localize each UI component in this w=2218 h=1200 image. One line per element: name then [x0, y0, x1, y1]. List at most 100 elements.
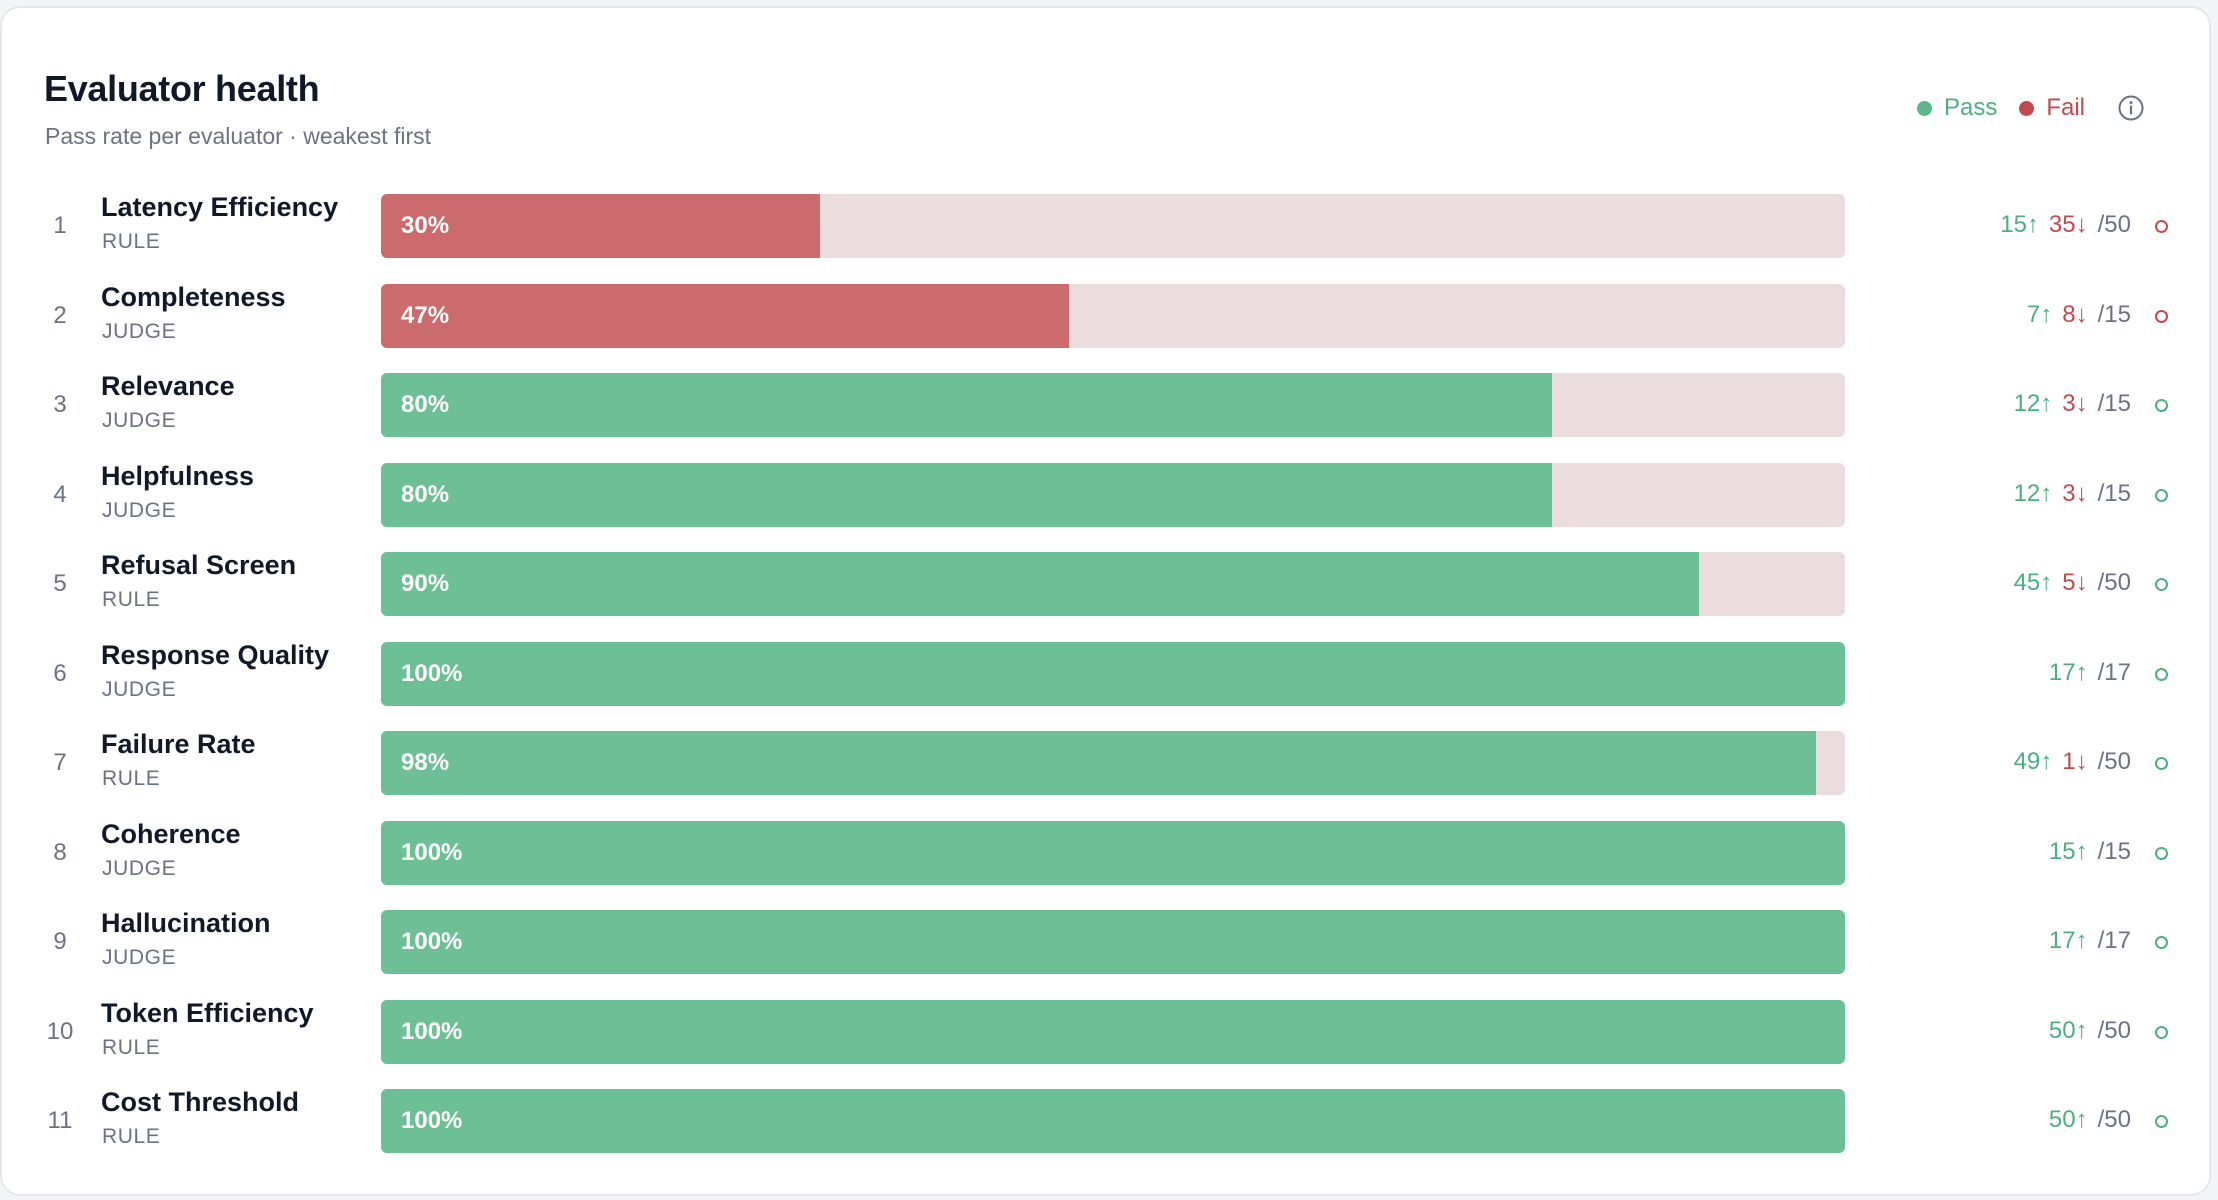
card-subtitle: Pass rate per evaluator · weakest first: [45, 123, 432, 149]
info-icon[interactable]: [2117, 94, 2145, 122]
evaluator-name: Cost Threshold: [101, 1087, 300, 1117]
total-count: /15: [2097, 390, 2131, 417]
pass-count: 12↑: [2013, 390, 2053, 417]
total-count: /50: [2097, 569, 2131, 596]
pass-fail-counts: 7↑ 8↓ /15: [2027, 301, 2131, 329]
total-count: /17: [2097, 658, 2131, 686]
evaluator-kind: RULE: [102, 230, 161, 253]
status-pass-icon: [2155, 1115, 2168, 1128]
legend-fail: Fail: [2019, 94, 2085, 122]
pass-fail-counts: 15↑ 35↓ /50: [2000, 211, 2131, 239]
bar-track: 80%: [381, 373, 1845, 437]
fail-count: 5↓: [2062, 569, 2088, 596]
bar-track: 90%: [381, 552, 1845, 616]
evaluator-row[interactable]: 11 Cost Threshold RULE 100% 50↑ /50: [2, 1087, 2213, 1155]
pass-rate-bar: [381, 999, 1845, 1064]
evaluator-row[interactable]: 6 Response Quality JUDGE 100% 17↑ /17: [2, 640, 2213, 708]
status-pass-icon: [2155, 846, 2168, 860]
status-fail-icon: [2155, 309, 2168, 323]
pass-count: 50↑: [2048, 1016, 2088, 1044]
pass-count: 50↑: [2048, 1106, 2088, 1133]
pass-rate-bar: [381, 1089, 1845, 1153]
total-count: /50: [2097, 1106, 2131, 1133]
row-rank: 6: [53, 659, 67, 687]
pass-rate-label: 100%: [401, 838, 463, 866]
pass-rate-bar: [381, 373, 1553, 437]
pass-rate-label: 47%: [401, 301, 450, 329]
status-pass-icon: [2155, 1025, 2168, 1039]
bar-track: 100%: [381, 999, 1845, 1064]
pass-rate-label: 98%: [401, 749, 450, 776]
pass-rate-bar: [381, 910, 1845, 974]
row-rank: 1: [53, 212, 67, 239]
total-count: /15: [2097, 300, 2131, 328]
row-rank: 10: [46, 1017, 74, 1045]
evaluator-row[interactable]: 8 Coherence JUDGE 100% 15↑ /15: [2, 819, 2213, 887]
bar-track: 30%: [381, 194, 1845, 258]
status-pass-icon: [2155, 578, 2168, 591]
evaluator-row[interactable]: 1 Latency Efficiency RULE 30% 15↑ 35↓ /50: [2, 192, 2213, 260]
pass-rate-bar: [381, 462, 1553, 527]
pass-fail-counts: 50↑ /50: [2049, 1106, 2131, 1134]
evaluator-kind: RULE: [102, 767, 161, 790]
evaluator-row[interactable]: 3 Relevance JUDGE 80% 12↑ 3↓ /15: [2, 371, 2213, 439]
row-rank: 7: [53, 749, 67, 776]
fail-count: 8↓: [2062, 300, 2088, 328]
pass-count: 45↑: [2013, 569, 2053, 596]
evaluator-row[interactable]: 9 Hallucination JUDGE 100% 17↑ /17: [2, 908, 2213, 976]
status-pass-icon: [2155, 936, 2168, 949]
evaluator-name: Helpfulness: [101, 460, 255, 491]
bar-track: 100%: [381, 820, 1845, 885]
pass-fail-counts: 17↑ /17: [2049, 659, 2131, 687]
total-count: /15: [2097, 837, 2131, 865]
pass-rate-label: 80%: [401, 391, 450, 418]
evaluator-row[interactable]: 4 Helpfulness JUDGE 80% 12↑ 3↓ /15: [2, 460, 2213, 529]
status-pass-icon: [2155, 488, 2168, 502]
pass-rate-bar: [381, 552, 1699, 616]
evaluator-row[interactable]: 7 Failure Rate RULE 98% 49↑ 1↓ /50: [2, 729, 2213, 797]
fail-count: 3↓: [2062, 390, 2088, 417]
evaluator-health-card: Evaluator health Pass rate per evaluator…: [0, 6, 2211, 1196]
total-count: /50: [2097, 1016, 2131, 1044]
evaluator-kind: JUDGE: [102, 409, 177, 432]
evaluator-row[interactable]: 2 Completeness JUDGE 47% 7↑ 8↓ /15: [2, 281, 2213, 350]
row-rank: 8: [53, 838, 67, 866]
pass-dot-icon: [1916, 100, 1932, 116]
evaluator-row[interactable]: 5 Refusal Screen RULE 90% 45↑ 5↓ /50: [2, 550, 2213, 618]
status-pass-icon: [2155, 399, 2168, 412]
evaluator-kind: RULE: [102, 588, 161, 611]
pass-fail-counts: 45↑ 5↓ /50: [2014, 569, 2131, 597]
evaluator-row[interactable]: 10 Token Efficiency RULE 100% 50↑ /50: [2, 998, 2213, 1066]
pass-rate-label: 30%: [401, 212, 450, 239]
fail-dot-icon: [2019, 100, 2035, 116]
bar-track: 98%: [381, 731, 1845, 795]
status-pass-icon: [2155, 757, 2168, 770]
pass-count: 15↑: [2000, 211, 2039, 238]
pass-rate-bar: [381, 820, 1845, 885]
row-rank: 4: [53, 480, 67, 508]
pass-rate-bar: [381, 283, 1070, 348]
pass-rate-label: 100%: [401, 1107, 463, 1134]
bar-track: 100%: [381, 1089, 1845, 1153]
fail-count: 35↓: [2048, 211, 2088, 238]
evaluator-name: Completeness: [101, 281, 286, 312]
pass-fail-counts: 15↑ /15: [2049, 838, 2131, 866]
evaluator-kind: JUDGE: [102, 498, 177, 522]
pass-count: 49↑: [2013, 748, 2053, 775]
pass-rate-bar: [381, 641, 1845, 706]
total-count: /50: [2097, 748, 2131, 775]
legend-pass-label: Pass: [1943, 94, 1998, 121]
pass-rate-label: 100%: [401, 1017, 463, 1045]
pass-rate-label: 80%: [401, 480, 450, 508]
evaluator-name: Refusal Screen: [101, 550, 297, 580]
evaluator-kind: RULE: [102, 1035, 161, 1059]
pass-rate-bar: [381, 731, 1816, 795]
pass-fail-counts: 49↑ 1↓ /50: [2014, 748, 2131, 776]
total-count: /50: [2097, 211, 2131, 238]
row-rank: 9: [53, 928, 67, 955]
evaluator-kind: JUDGE: [102, 319, 177, 343]
pass-rate-label: 100%: [401, 659, 463, 687]
row-rank: 3: [53, 391, 67, 418]
evaluator-kind: JUDGE: [102, 677, 177, 701]
legend-pass: Pass: [1916, 94, 1998, 122]
